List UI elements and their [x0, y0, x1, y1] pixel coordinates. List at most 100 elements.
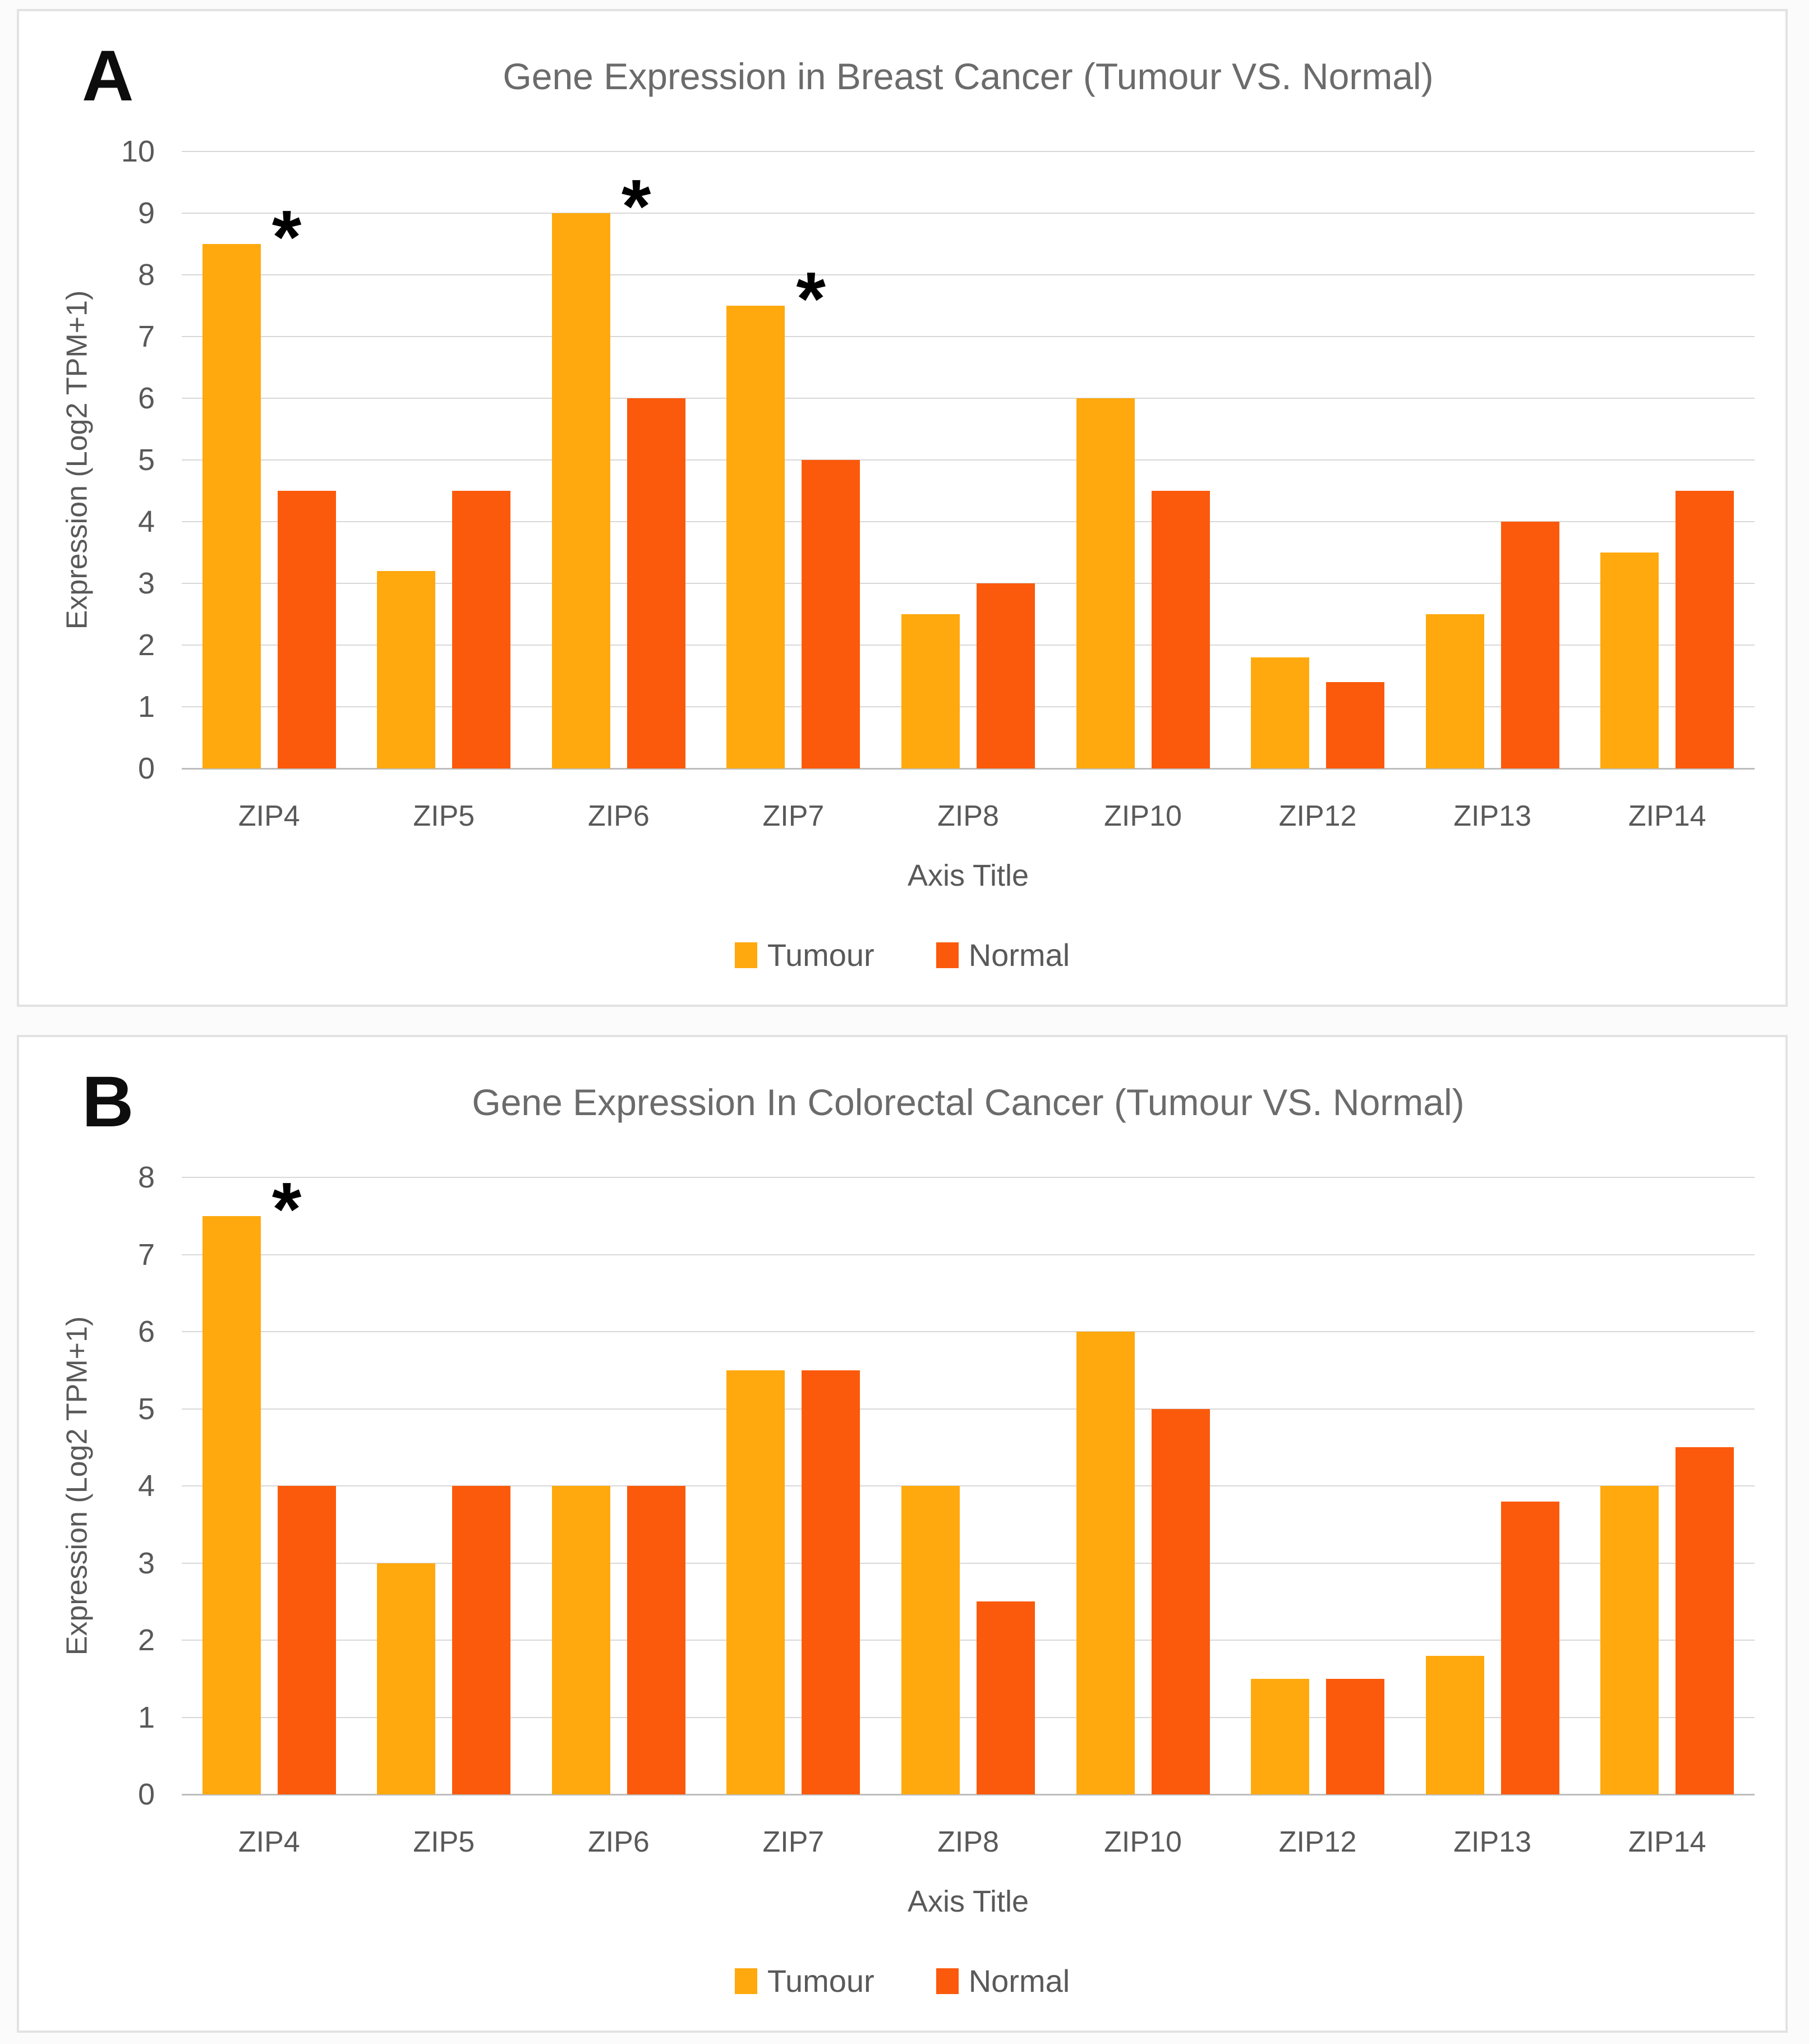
- panel-letter: A: [82, 36, 134, 116]
- bar-normal-zip10: [1151, 1408, 1210, 1794]
- bar-tumour-zip4: [202, 244, 261, 768]
- bar-group-zip6: [531, 1177, 706, 1794]
- legend-swatch-tumour: [734, 942, 757, 968]
- y-tick-label: 4: [137, 1469, 155, 1503]
- y-axis-ticks: 0 1 2 3 4 5 6 7 8: [86, 1162, 165, 1810]
- bar-group-zip8: [881, 151, 1056, 768]
- gridline: [182, 1716, 1755, 1718]
- bar-group-zip12: [1230, 151, 1405, 768]
- bar-normal-zip12: [1326, 682, 1385, 768]
- x-tick-label: ZIP13: [1453, 1826, 1532, 1858]
- y-tick-label: 1: [137, 690, 155, 724]
- gridline: [182, 583, 1755, 584]
- bar-normal-zip10: [1151, 491, 1210, 768]
- bar-group-zip4: *: [182, 151, 357, 768]
- bar-tumour-zip14: [1600, 1486, 1659, 1794]
- legend-swatch-normal: [936, 942, 959, 968]
- bar-group-zip13: [1405, 151, 1580, 768]
- bar-normal-zip13: [1500, 522, 1559, 768]
- y-tick-label: 8: [137, 1161, 155, 1194]
- bar-tumour-zip10: [1076, 1332, 1135, 1794]
- x-axis-line: [182, 768, 1755, 770]
- bar-normal-zip14: [1675, 1447, 1734, 1794]
- panel-letter: B: [82, 1062, 134, 1142]
- x-tick-label: ZIP4: [238, 800, 300, 832]
- chart-title: Gene Expression In Colorectal Cancer (Tu…: [472, 1081, 1465, 1123]
- bar-group-zip12: [1230, 1177, 1405, 1794]
- x-tick-label: ZIP12: [1278, 800, 1357, 832]
- plot-area: * * *: [182, 151, 1755, 770]
- bar-normal-zip6: [627, 1486, 685, 1794]
- bar-group-zip4: *: [182, 1171, 357, 1794]
- y-tick-label: 1: [137, 1700, 155, 1734]
- panel-a-breast-cancer-chart: A Gene Expression in Breast Cancer (Tumo…: [17, 9, 1788, 1007]
- bar-normal-zip12: [1326, 1678, 1385, 1794]
- bar-group-zip7: [706, 1177, 881, 1794]
- y-tick-label: 2: [137, 1623, 155, 1657]
- bar-normal-zip7: [802, 460, 860, 768]
- gridline: [182, 521, 1755, 522]
- y-tick-label: 9: [137, 196, 155, 230]
- gridline: [182, 151, 1755, 152]
- x-tick-label: ZIP6: [587, 1826, 650, 1858]
- legend-label-tumour: Tumour: [767, 1963, 874, 1999]
- y-axis-ticks: 0 1 2 3 4 5 6 7 8 9 10: [86, 136, 165, 784]
- gridline: [182, 1640, 1755, 1641]
- y-tick-label: 10: [121, 135, 155, 168]
- bar-normal-zip4: [277, 1486, 336, 1794]
- gridline: [182, 336, 1755, 337]
- x-axis-title: Axis Title: [907, 1885, 1029, 1918]
- gridline: [182, 398, 1755, 399]
- y-tick-label: 0: [137, 1778, 155, 1811]
- gridline: [182, 213, 1755, 214]
- bar-tumour-zip4: [202, 1216, 261, 1794]
- x-axis-line: [182, 1794, 1755, 1796]
- legend-label-tumour: Tumour: [767, 937, 874, 973]
- bar-normal-zip4: [277, 491, 336, 768]
- bar-tumour-zip14: [1600, 553, 1659, 768]
- bar-normal-zip7: [802, 1370, 860, 1794]
- gridline: [182, 1254, 1755, 1255]
- bar-normal-zip14: [1675, 491, 1734, 768]
- x-tick-label: ZIP10: [1104, 1826, 1182, 1858]
- legend: Tumour Normal: [19, 937, 1785, 973]
- y-tick-label: 6: [137, 1315, 155, 1348]
- bar-tumour-zip13: [1425, 1655, 1484, 1794]
- x-tick-label: ZIP14: [1628, 1826, 1706, 1858]
- gridline: [182, 274, 1755, 275]
- bar-tumour-zip12: [1251, 1678, 1310, 1794]
- legend-entry-normal: Normal: [936, 937, 1070, 973]
- chart-title: Gene Expression in Breast Cancer (Tumour…: [503, 56, 1434, 97]
- x-tick-label: ZIP7: [762, 800, 825, 832]
- bar-group-zip8: [881, 1177, 1056, 1794]
- bar-group-zip5: [357, 151, 532, 768]
- x-tick-label: ZIP4: [238, 1826, 300, 1858]
- gridline: [182, 1177, 1755, 1178]
- plot-area: *: [182, 1171, 1755, 1796]
- bar-normal-zip5: [452, 1486, 511, 1794]
- bar-tumour-zip5: [377, 571, 436, 768]
- bar-tumour-zip12: [1251, 657, 1310, 768]
- legend: Tumour Normal: [19, 1963, 1785, 1999]
- y-tick-label: 7: [137, 320, 155, 353]
- significance-asterisk: *: [271, 195, 302, 279]
- x-tick-label: ZIP13: [1453, 800, 1532, 832]
- x-axis-title: Axis Title: [907, 859, 1029, 892]
- bar-tumour-zip5: [377, 1563, 436, 1794]
- legend-entry-tumour: Tumour: [734, 937, 874, 973]
- x-tick-label: ZIP5: [413, 800, 475, 832]
- y-tick-label: 6: [137, 381, 155, 415]
- bar-group-zip5: [357, 1177, 532, 1794]
- gridline: [182, 1331, 1755, 1332]
- x-tick-label: ZIP8: [937, 1826, 999, 1858]
- bar-group-zip10: [1056, 151, 1231, 768]
- bar-tumour-zip7: [726, 306, 785, 768]
- y-tick-label: 3: [137, 1546, 155, 1580]
- significance-asterisk: *: [271, 1166, 302, 1251]
- bar-group-zip6: *: [531, 151, 706, 768]
- bar-group-zip14: [1580, 1177, 1755, 1794]
- bar-tumour-zip13: [1425, 614, 1484, 768]
- x-axis-labels: ZIP4 ZIP5 ZIP6 ZIP7 ZIP8 ZIP10 ZIP12 ZIP13 ZIP14: [182, 799, 1755, 839]
- x-tick-label: ZIP8: [937, 800, 999, 832]
